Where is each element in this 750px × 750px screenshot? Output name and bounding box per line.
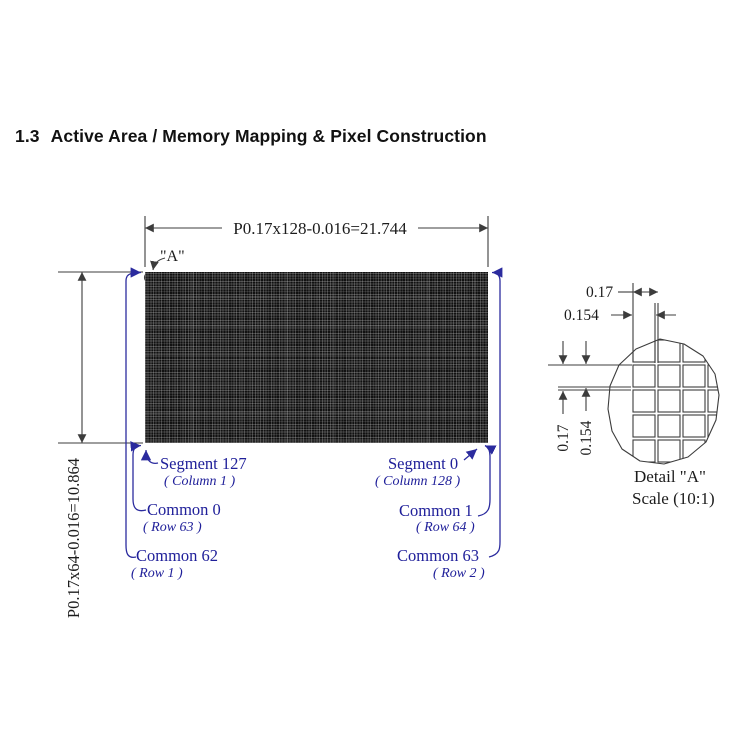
annotation-common-63-sub: ( Row 2 ) <box>433 566 485 581</box>
annotation-common-62-sub: ( Row 1 ) <box>131 566 183 581</box>
annotation-common-63: Common 63 <box>397 546 480 565</box>
detail-pixel-grid <box>632 339 719 463</box>
corner-reference-label: "A" <box>160 248 185 265</box>
annotation-segment-127-sub: ( Column 1 ) <box>164 474 236 489</box>
detail-caption-title: Detail "A" <box>634 467 706 486</box>
annotation-leader-lines <box>125 267 503 558</box>
left-dimension-label: P0.17x64-0.016=10.864 <box>64 457 83 619</box>
top-dimension-label: P0.17x128-0.016=21.744 <box>222 219 418 239</box>
annotation-segment-0-sub: ( Column 128 ) <box>375 474 461 489</box>
section-title: 1.3 Active Area / Memory Mapping & Pixel … <box>15 126 487 147</box>
annotation-common-1-sub: ( Row 64 ) <box>416 520 475 535</box>
active-area-pixel-grid <box>145 272 488 443</box>
section-title-text: Active Area / Memory Mapping & Pixel Con… <box>50 126 487 146</box>
detail-view-lines <box>548 283 720 465</box>
annotation-common-62: Common 62 <box>136 546 219 565</box>
annotation-common-0-sub: ( Row 63 ) <box>143 520 202 535</box>
detail-v-width-label: 0.154 <box>578 420 595 456</box>
annotation-common-1: Common 1 <box>399 501 473 520</box>
annotation-segment-127: Segment 127 <box>160 454 247 473</box>
annotation-common-0: Common 0 <box>147 500 221 519</box>
annotation-segment-0: Segment 0 <box>388 454 459 473</box>
detail-caption-scale: Scale (10:1) <box>632 489 715 508</box>
detail-h-width-label: 0.154 <box>564 307 599 324</box>
detail-view-boundary <box>607 338 720 465</box>
detail-v-pitch-label: 0.17 <box>555 424 572 452</box>
detail-h-pitch-label: 0.17 <box>586 284 614 301</box>
detail-a-leader <box>150 257 166 271</box>
section-number: 1.3 <box>15 126 40 146</box>
